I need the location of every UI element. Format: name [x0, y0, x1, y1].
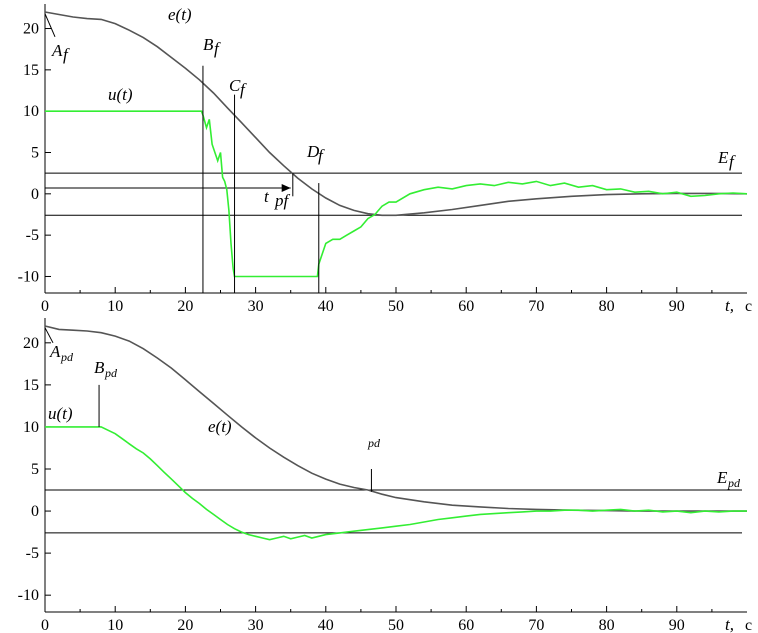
x-tick-label: 0: [41, 617, 49, 633]
annotation-e-subscript: f: [729, 152, 736, 171]
y-tick-label: 20: [23, 335, 39, 352]
y-tick-label: -10: [18, 587, 39, 604]
x-tick-label: 10: [107, 617, 123, 633]
y-tick-label: 15: [23, 377, 39, 394]
x-tick-label: 10: [107, 298, 123, 315]
annotation-e-subscript: pd: [727, 476, 741, 490]
annotation-tp-subscript: pf: [274, 191, 291, 210]
annotation-a-subscript: pd: [60, 350, 74, 364]
y-tick-label: 15: [23, 62, 39, 79]
annotation-d-label: D: [306, 142, 320, 161]
x-tick-label: 80: [599, 617, 615, 633]
x-tick-label: 30: [248, 617, 264, 633]
x-tick-label: 90: [669, 617, 685, 633]
label-u: u(t): [48, 404, 73, 423]
annotation-a-label: A: [49, 342, 61, 361]
x-axis-variable: t,: [725, 615, 734, 633]
x-tick-label: 40: [318, 617, 334, 633]
label-e: e(t): [208, 417, 232, 436]
annotation-e-label: E: [717, 148, 729, 167]
y-tick-label: 20: [23, 21, 39, 38]
x-axis-unit: c: [745, 617, 752, 633]
label-u: u(t): [108, 85, 133, 104]
y-tick-label: -5: [26, 227, 39, 244]
x-tick-label: 70: [528, 617, 544, 633]
x-tick-label: 20: [177, 617, 193, 633]
x-tick-label: 50: [388, 617, 404, 633]
x-tick-label: 60: [458, 617, 474, 633]
y-tick-label: -5: [26, 545, 39, 562]
marker-a-leader: [44, 13, 56, 37]
annotation-c-subscript: f: [240, 80, 247, 99]
y-tick-label: 10: [23, 103, 39, 120]
annotation-b-subscript: pd: [104, 366, 118, 380]
annotation-b-label: B: [94, 358, 105, 377]
series-line-ut: [45, 110, 748, 278]
x-tick-label: 70: [528, 298, 544, 315]
x-tick-label: 40: [318, 298, 334, 315]
annotation-b-subscript: f: [214, 39, 221, 58]
annotation-tp-label: t: [264, 187, 270, 206]
x-tick-label: 0: [41, 298, 49, 315]
arrow-head: [281, 184, 291, 193]
series-line-ut: [45, 426, 747, 541]
series-line-et: [44, 325, 747, 512]
y-tick-label: 5: [31, 145, 39, 162]
annotation-a-subscript: f: [63, 45, 70, 64]
x-axis-variable: t,: [725, 296, 734, 315]
x-tick-label: 80: [599, 298, 615, 315]
annotation-c-label: C: [229, 76, 241, 95]
x-axis-unit: c: [745, 298, 752, 315]
y-tick-label: 0: [31, 186, 39, 203]
x-tick-label: 20: [177, 298, 193, 315]
x-tick-label: 60: [458, 298, 474, 315]
annotation-e-label: E: [716, 468, 728, 487]
marker-a-leader: [44, 327, 54, 344]
y-tick-label: 10: [23, 419, 39, 436]
annotation-a-label: A: [51, 41, 63, 60]
x-tick-label: 30: [248, 298, 264, 315]
annotation-b-label: B: [203, 35, 214, 54]
annotation-d-subscript: f: [318, 146, 325, 165]
annotation-tp-subscript: pd: [367, 436, 381, 450]
y-tick-label: 5: [31, 461, 39, 478]
y-tick-label: -10: [18, 268, 39, 285]
y-tick-label: 0: [31, 503, 39, 520]
x-tick-label: 90: [669, 298, 685, 315]
label-e: e(t): [168, 5, 192, 24]
x-tick-label: 50: [388, 298, 404, 315]
series-line-et: [44, 11, 748, 217]
